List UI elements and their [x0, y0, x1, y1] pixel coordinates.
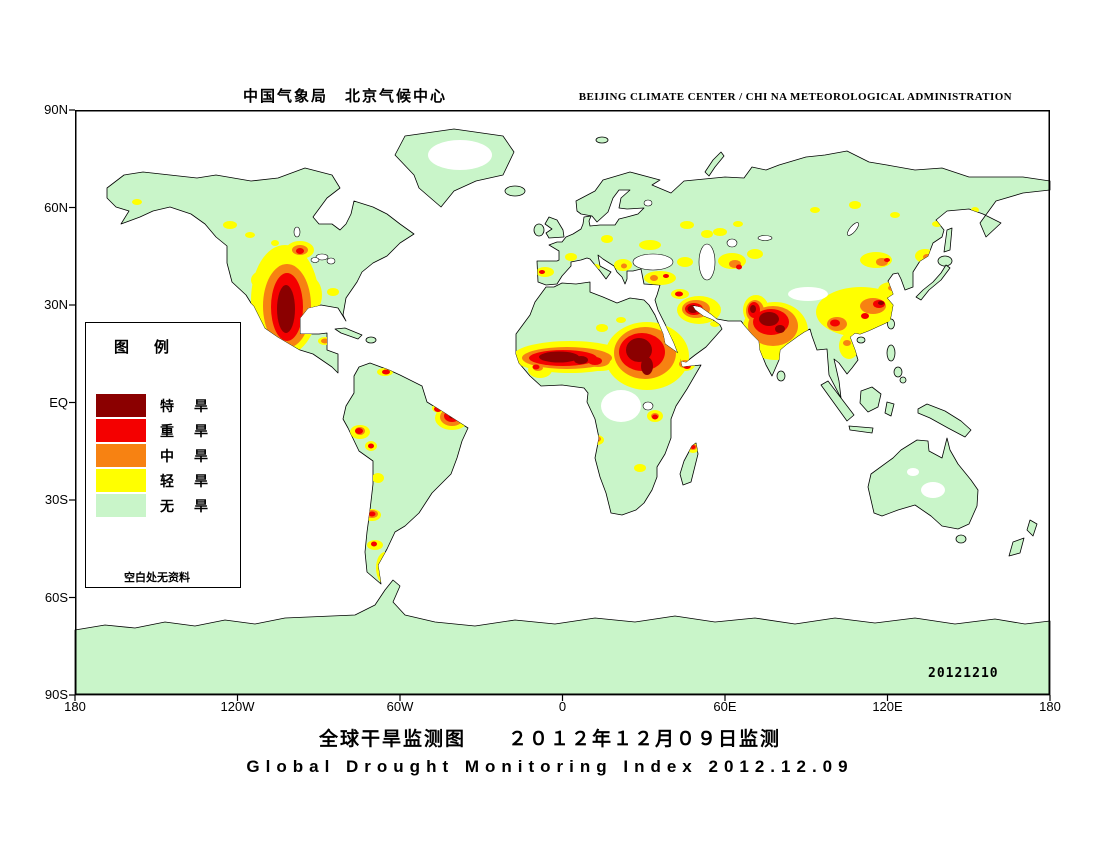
- australia: [867, 437, 979, 530]
- legend-label-extreme: 特 旱: [160, 398, 211, 415]
- y-axis-label: 30N: [44, 297, 68, 312]
- header-title-english: BEIJING CLIMATE CENTER / CHI NA METEOROL…: [578, 91, 1012, 103]
- legend-row-none: 无 旱: [96, 493, 211, 518]
- x-axis-label: 0: [558, 699, 567, 714]
- y-axis-label: 30S: [44, 492, 68, 507]
- antarctica: [74, 579, 1051, 696]
- axis-ticks: [69, 109, 1051, 701]
- x-axis-label: 60E: [713, 699, 737, 714]
- x-axis-label: 120E: [872, 699, 903, 714]
- legend-label-severe: 重 旱: [160, 423, 211, 440]
- y-axis-label: 60S: [44, 589, 68, 605]
- x-axis-label: 180: [64, 699, 86, 714]
- footer-title-english: Global Drought Monitoring Index 2012.12.…: [246, 757, 854, 776]
- legend-label-light: 轻 旱: [160, 473, 211, 490]
- y-axis-label: 90N: [44, 102, 68, 117]
- x-axis-label: 180: [1039, 699, 1061, 714]
- legend-note: 空白处无资料: [124, 571, 190, 584]
- legend-swatch-light: [96, 469, 146, 492]
- legend-rows: 特 旱 重 旱 中 旱 轻 旱 无 旱: [96, 393, 211, 518]
- legend-label-none: 无 旱: [160, 498, 211, 515]
- legend-swatch-extreme: [96, 394, 146, 417]
- y-axis-label: 90S: [44, 687, 68, 702]
- header-title-chinese: 中国气象局 北京气候中心: [243, 87, 448, 105]
- legend-box: 图 例 特 旱 重 旱 中 旱 轻 旱 无 旱 空白处无资料: [85, 322, 241, 588]
- legend-row-extreme: 特 旱: [96, 393, 211, 418]
- legend-label-moderate: 中 旱: [160, 448, 211, 465]
- legend-row-severe: 重 旱: [96, 418, 211, 443]
- legend-swatch-severe: [96, 419, 146, 442]
- x-axis-label: 60W: [386, 699, 414, 714]
- x-axis-label: 120W: [220, 699, 255, 714]
- no-data-patches: [428, 140, 945, 498]
- date-stamp: 20121210: [928, 666, 999, 681]
- y-axis-label: EQ: [49, 394, 68, 410]
- legend-row-light: 轻 旱: [96, 468, 211, 493]
- legend-swatch-moderate: [96, 444, 146, 467]
- legend-title: 图 例: [114, 338, 175, 356]
- legend-row-moderate: 中 旱: [96, 443, 211, 468]
- footer-title-chinese: 全球干旱监测图 ２０１２年１２月０９日监测: [318, 728, 781, 750]
- map-frame: [75, 110, 1050, 695]
- legend-swatch-none: [96, 494, 146, 517]
- continents: [74, 128, 1051, 696]
- y-axis-label: 60N: [44, 199, 68, 215]
- drought-layer-extreme: [277, 285, 884, 419]
- islands: [334, 136, 1038, 557]
- lakes: [293, 199, 859, 411]
